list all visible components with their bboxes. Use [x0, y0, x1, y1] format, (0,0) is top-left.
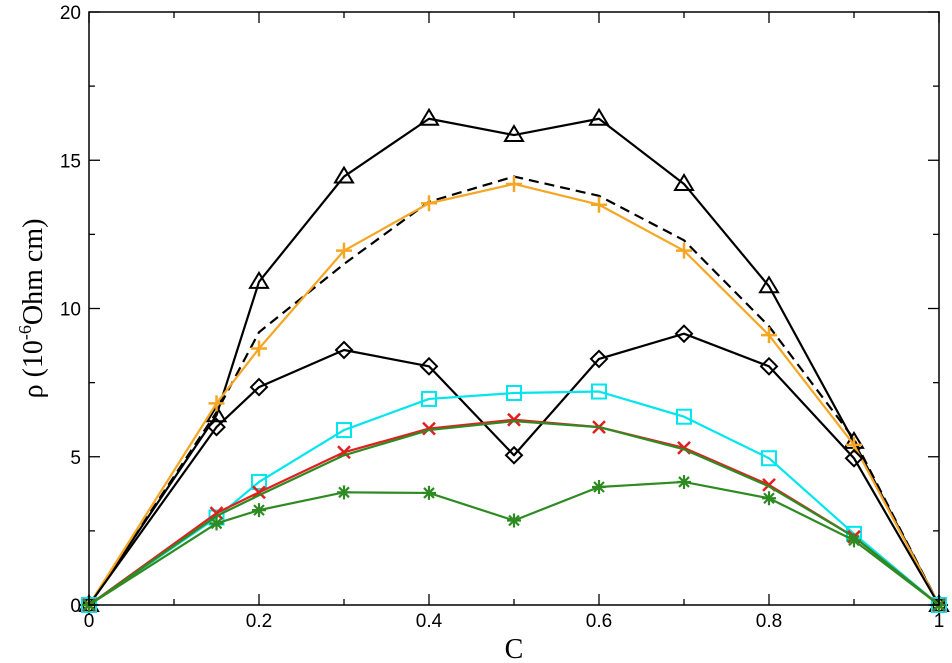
series-layer	[78, 107, 950, 615]
data-point	[847, 533, 861, 548]
y-axis-label-base: ρ (10	[18, 340, 49, 398]
data-point	[252, 503, 266, 518]
data-point	[674, 324, 694, 344]
data-point	[421, 195, 437, 212]
x-tick-label: 0.4	[416, 611, 443, 632]
data-point	[506, 175, 522, 192]
data-point	[506, 385, 522, 402]
data-point	[504, 445, 524, 465]
data-point	[507, 412, 521, 427]
x-axis-label: C	[505, 634, 524, 663]
data-point	[248, 270, 270, 289]
data-point	[421, 390, 437, 407]
data-point	[503, 124, 525, 143]
data-point	[249, 377, 269, 397]
series-line	[88, 480, 940, 606]
data-point	[762, 491, 776, 506]
data-point	[208, 395, 225, 412]
y-tick-label: 0	[70, 596, 81, 617]
data-point	[844, 448, 864, 468]
data-point	[251, 340, 267, 357]
x-tick-label: 0.8	[756, 611, 782, 632]
data-point	[209, 516, 224, 531]
data-point	[333, 165, 355, 184]
x-tick-label: 0.6	[586, 611, 612, 632]
series-line	[88, 182, 940, 606]
series-line	[88, 420, 940, 606]
data-point	[759, 356, 779, 376]
data-point	[589, 349, 609, 369]
data-point	[336, 422, 352, 439]
data-point	[337, 485, 351, 500]
y-tick-label: 20	[60, 3, 81, 24]
data-point	[205, 404, 228, 423]
x-tick-label: 0.2	[246, 611, 272, 632]
series-line	[88, 390, 940, 606]
data-point	[673, 173, 695, 191]
series-6	[88, 420, 940, 606]
data-point	[422, 485, 436, 500]
data-point	[676, 408, 692, 425]
data-point	[761, 327, 777, 344]
x-tick-label: 0	[84, 611, 95, 632]
y-axis-label-exponent: -6	[15, 325, 35, 340]
data-point	[591, 383, 607, 400]
y-axis-label: ρ (10-6Ohm cm)	[15, 219, 49, 399]
x-tick-label: 1	[934, 611, 945, 632]
data-point	[588, 107, 610, 126]
data-point	[419, 356, 439, 376]
data-point	[591, 196, 607, 213]
data-point	[676, 242, 692, 259]
y-tick-label: 15	[60, 151, 81, 172]
data-point	[209, 506, 224, 520]
data-point	[207, 417, 226, 437]
data-point	[336, 242, 352, 259]
series-7	[82, 474, 946, 612]
series-line	[88, 332, 940, 606]
data-point	[677, 474, 691, 489]
series-3	[79, 324, 949, 615]
data-point	[761, 450, 777, 467]
series-5	[82, 412, 946, 612]
y-tick-label: 10	[60, 300, 81, 321]
series-line	[88, 117, 940, 606]
series-2	[81, 175, 947, 613]
data-point	[418, 107, 440, 126]
data-point	[507, 513, 521, 528]
data-point	[334, 340, 354, 360]
data-point	[758, 275, 780, 294]
y-tick-label: 5	[70, 448, 81, 469]
y-axis-label-unit: Ohm cm)	[18, 219, 49, 326]
data-point	[422, 421, 436, 436]
data-point	[592, 479, 606, 494]
data-point	[251, 473, 267, 490]
